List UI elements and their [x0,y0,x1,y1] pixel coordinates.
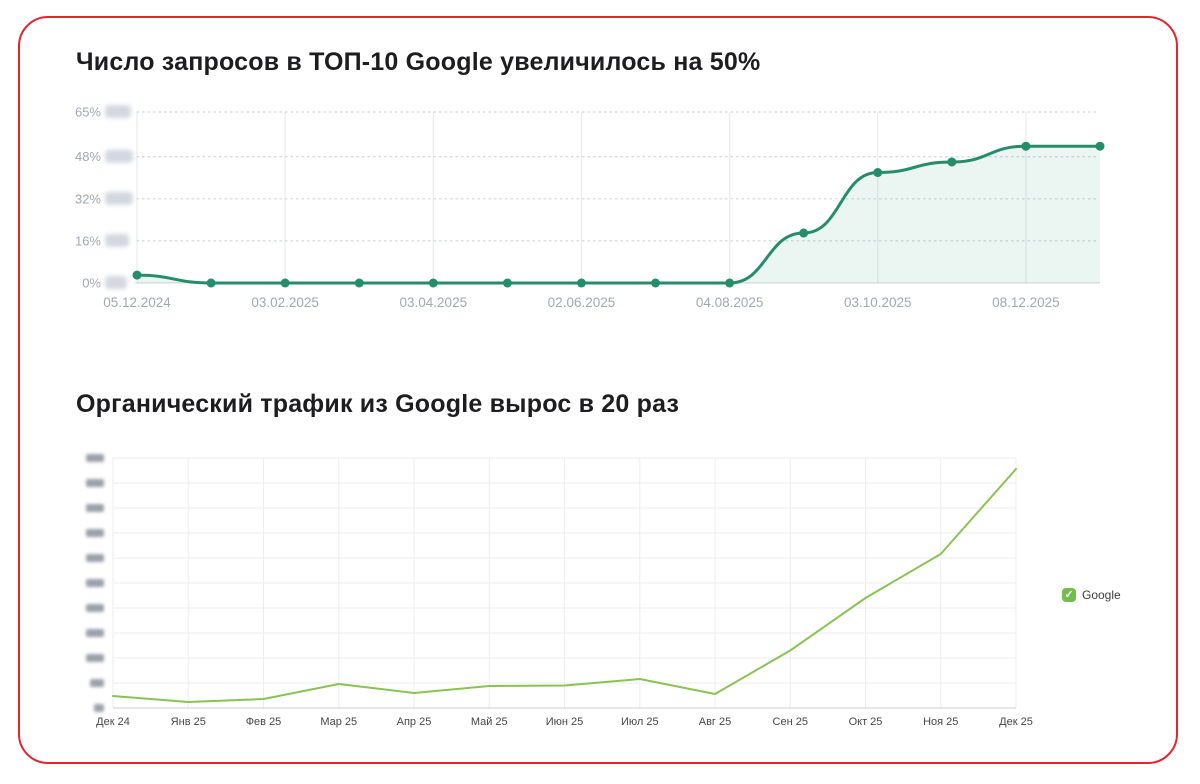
chart1-point [502,278,512,288]
chart1-point [651,278,661,288]
svg-text:48%: 48% [75,149,101,164]
legend-checkbox-google[interactable]: ✓ [1062,588,1076,602]
chart1-y-axis-labels: 0% 16% 32% 48% 65% [75,105,133,291]
redacted-tick-value [86,579,104,587]
redacted-tick-value [86,554,104,562]
redacted-tick-value [90,679,104,687]
redacted-tick-value [86,479,104,487]
redacted-tick-value [86,529,104,537]
svg-text:Дек 25: Дек 25 [999,716,1033,728]
svg-text:03.04.2025: 03.04.2025 [400,295,468,310]
svg-text:Ноя 25: Ноя 25 [923,716,958,728]
redacted-count-value [105,105,131,118]
chart1-data-points [132,141,1105,288]
svg-text:05.12.2024: 05.12.2024 [103,295,171,310]
svg-text:Мар 25: Мар 25 [320,716,357,728]
chart1-point [873,168,883,178]
redacted-tick-value [86,654,104,662]
svg-text:Фев 25: Фев 25 [246,716,282,728]
svg-text:Окт 25: Окт 25 [849,716,883,728]
redacted-tick-value [86,504,104,512]
chart1-x-axis-labels: 05.12.2024 03.02.2025 03.04.2025 02.06.2025… [103,295,1060,310]
chart2-legend[interactable]: ✓ Google [1062,588,1121,602]
chart1-point [1021,141,1031,151]
svg-text:Июн 25: Июн 25 [546,716,584,728]
top10-queries-chart: 0% 16% 32% 48% 65% 05.12.2024 03.02.2025 03.04… [75,105,1105,310]
redacted-count-value [105,191,133,205]
organic-traffic-chart: Дек 24 Янв 25 Фев 25 Мар 25 Апр 25 Май 25 Июн … [86,454,1033,728]
svg-text:0%: 0% [82,276,101,291]
chart1-point [206,278,216,288]
svg-text:Янв 25: Янв 25 [171,716,206,728]
redacted-count-value [105,276,127,289]
svg-text:Дек 24: Дек 24 [96,716,130,728]
svg-text:Май 25: Май 25 [471,716,508,728]
legend-label-google: Google [1082,588,1121,602]
svg-text:08.12.2025: 08.12.2025 [992,295,1060,310]
redacted-tick-value [86,629,104,637]
chart1-point [947,157,957,167]
svg-text:04.08.2025: 04.08.2025 [696,295,764,310]
chart1-point [725,278,735,288]
svg-text:02.06.2025: 02.06.2025 [548,295,616,310]
svg-text:65%: 65% [75,105,101,120]
chart1-area-fill [137,146,1100,283]
svg-text:Апр 25: Апр 25 [397,716,432,728]
chart2-x-axis-labels: Дек 24 Янв 25 Фев 25 Мар 25 Апр 25 Май 25 Июн … [96,716,1033,728]
chart1-point [354,278,364,288]
svg-text:03.10.2025: 03.10.2025 [844,295,912,310]
svg-text:Июл 25: Июл 25 [621,716,659,728]
chart1-point [799,228,809,238]
chart2-y-axis-labels-redacted [86,454,104,712]
svg-text:32%: 32% [75,191,101,206]
redacted-count-value [105,149,133,163]
svg-text:Сен 25: Сен 25 [773,716,808,728]
svg-text:Авг 25: Авг 25 [699,716,731,728]
chart1-title: Число запросов в ТОП-10 Google увеличило… [76,48,761,76]
chart2-series-line [112,468,1017,703]
chart1-series-line [135,144,1102,285]
svg-text:03.02.2025: 03.02.2025 [251,295,319,310]
redacted-tick-value [86,454,104,462]
chart1-point [132,270,142,280]
chart1-point [1095,141,1105,151]
redacted-tick-value [94,704,104,712]
svg-text:16%: 16% [75,233,101,248]
chart2-title: Органический трафик из Google вырос в 20… [76,390,680,418]
redacted-count-value [105,233,129,247]
chart1-point [576,278,586,288]
chart2-gridlines [112,457,1017,709]
chart1-point [280,278,290,288]
chart1-gridlines [135,111,1100,284]
chart1-point [428,278,438,288]
page-frame [18,16,1178,764]
redacted-tick-value [86,604,104,612]
